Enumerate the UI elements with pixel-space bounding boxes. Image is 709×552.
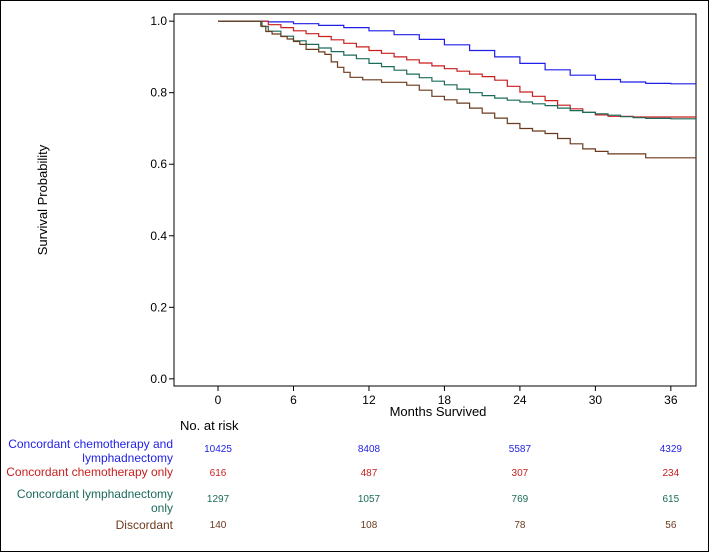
y-tick-label: 0.0	[150, 372, 167, 386]
survival-curve-0	[218, 20, 696, 85]
risk-value: 10425	[204, 444, 232, 455]
x-tick-label: 36	[664, 393, 678, 407]
risk-value: 5587	[509, 444, 532, 455]
y-tick-label: 1.0	[150, 14, 167, 28]
x-tick-label: 0	[215, 393, 222, 407]
risk-value: 487	[361, 468, 378, 479]
risk-value: 234	[662, 468, 679, 479]
risk-value: 1297	[207, 494, 230, 505]
y-tick-label: 0.8	[150, 86, 167, 100]
x-tick-label: 6	[290, 393, 297, 407]
plot-area	[173, 13, 697, 387]
risk-value: 56	[665, 520, 677, 531]
survival-curve-3	[218, 20, 696, 159]
risk-value: 140	[210, 520, 227, 531]
y-tick-label: 0.2	[150, 300, 167, 314]
y-tick-label: 0.4	[150, 229, 167, 243]
x-tick-label: 18	[438, 393, 452, 407]
risk-value: 616	[210, 468, 227, 479]
risk-row-label-1: Concordant chemotherapy only	[6, 465, 173, 479]
y-axis-label: Survival Probability	[35, 144, 50, 255]
risk-row-label-0: Concordant chemotherapy and lymphadnecto…	[8, 437, 173, 465]
risk-row-label-3: Discordant	[115, 518, 173, 532]
x-tick-label: 30	[589, 393, 603, 407]
x-tick-label: 24	[513, 393, 527, 407]
survival-curve-2	[218, 20, 696, 120]
risk-value: 615	[662, 494, 679, 505]
y-tick-label: 0.6	[150, 157, 167, 171]
risk-value: 78	[514, 520, 526, 531]
risk-value: 4329	[660, 444, 683, 455]
risk-table-title: No. at risk	[180, 418, 239, 433]
risk-row-label-2: Concordant lymphadnectomy only	[16, 487, 173, 515]
risk-value: 8408	[358, 444, 381, 455]
risk-value: 769	[512, 494, 529, 505]
risk-value: 108	[361, 520, 378, 531]
x-axis-label: Months Survived	[390, 404, 487, 419]
risk-value: 1057	[358, 494, 381, 505]
risk-value: 307	[512, 468, 529, 479]
survival-curve-1	[218, 20, 696, 118]
x-tick-label: 12	[362, 393, 376, 407]
